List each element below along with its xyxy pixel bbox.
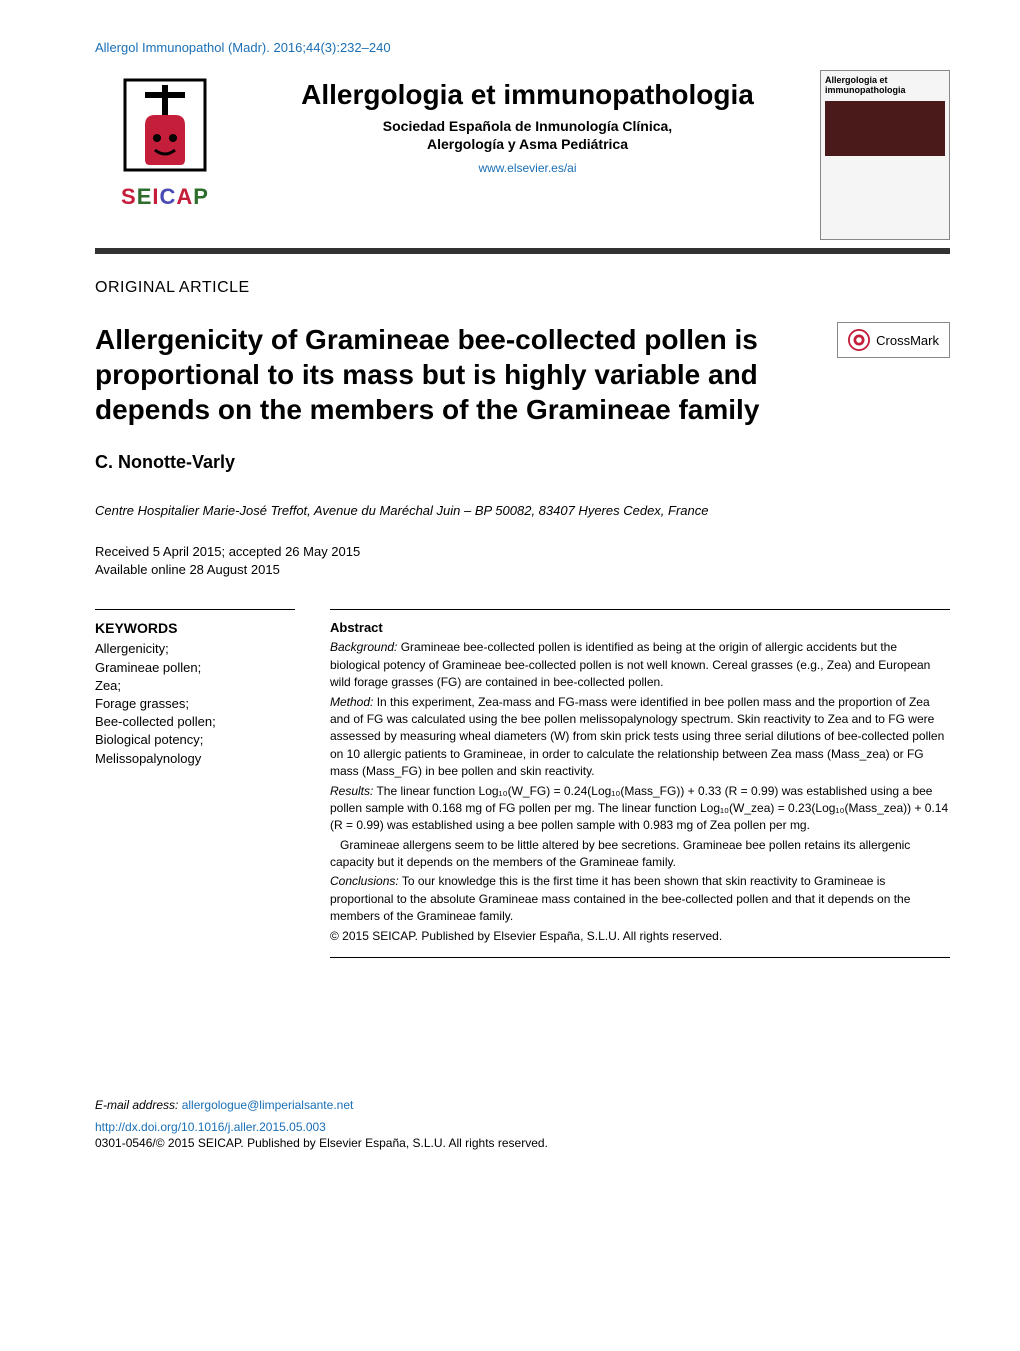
email-link[interactable]: allergologue@limperialsante.net <box>182 1098 354 1112</box>
author-name: C. Nonotte-Varly <box>95 452 950 473</box>
page-footer: E-mail address: allergologue@limperialsa… <box>95 1098 950 1150</box>
abstract-text: Background: Gramineae bee-collected poll… <box>330 639 950 945</box>
abstract-top-rule <box>330 609 950 610</box>
background-label: Background: <box>330 640 397 654</box>
background-text: Gramineae bee-collected pollen is identi… <box>330 640 930 689</box>
seicap-logo-icon <box>115 70 215 180</box>
keywords-heading: KEYWORDS <box>95 609 295 636</box>
results-text-1: The linear function Log₁₀(W_FG) = 0.24(L… <box>330 784 948 833</box>
conclusions-text: To our knowledge this is the first time … <box>330 874 910 923</box>
seicap-logo-text: SEICAP <box>121 184 209 210</box>
citation-header: Allergol Immunopathol (Madr). 2016;44(3)… <box>95 40 950 55</box>
results-label: Results: <box>330 784 373 798</box>
abstract-bottom-rule <box>330 957 950 958</box>
article-type: ORIGINAL ARTICLE <box>95 279 950 297</box>
journal-title: Allergologia et immunopathologia <box>255 80 800 111</box>
crossmark-icon <box>848 329 870 351</box>
email-label: E-mail address: <box>95 1098 178 1112</box>
journal-header: SEICAP Allergologia et immunopathologia … <box>95 70 950 240</box>
crossmark-badge[interactable]: CrossMark <box>837 322 950 358</box>
doi-link[interactable]: http://dx.doi.org/10.1016/j.aller.2015.0… <box>95 1120 950 1134</box>
conclusions-label: Conclusions: <box>330 874 399 888</box>
footer-copyright: 0301-0546/© 2015 SEICAP. Published by El… <box>95 1136 950 1150</box>
crossmark-label: CrossMark <box>876 333 939 348</box>
journal-subtitle: Sociedad Española de Inmunología Clínica… <box>255 117 800 153</box>
method-text: In this experiment, Zea-mass and FG-mass… <box>330 695 944 779</box>
journal-url-link[interactable]: www.elsevier.es/ai <box>255 161 800 175</box>
received-date: Received 5 April 2015; accepted 26 May 2… <box>95 543 950 561</box>
journal-cover-thumbnail: Allergologia et immunopathologia <box>820 70 950 240</box>
logo-container: SEICAP <box>95 70 235 210</box>
article-dates: Received 5 April 2015; accepted 26 May 2… <box>95 543 950 579</box>
article-title: Allergenicity of Gramineae bee-collected… <box>95 322 807 427</box>
header-divider <box>95 248 950 254</box>
cover-thumb-title: Allergologia et immunopathologia <box>825 75 945 95</box>
abstract-copyright: © 2015 SEICAP. Published by Elsevier Esp… <box>330 928 950 945</box>
method-label: Method: <box>330 695 373 709</box>
cover-thumb-bar <box>825 101 945 156</box>
keywords-list: Allergenicity; Gramineae pollen; Zea; Fo… <box>95 640 295 767</box>
email-line: E-mail address: allergologue@limperialsa… <box>95 1098 950 1112</box>
abstract-block: Abstract Background: Gramineae bee-colle… <box>330 609 950 958</box>
abstract-heading: Abstract <box>330 620 950 635</box>
author-affiliation: Centre Hospitalier Marie-José Treffot, A… <box>95 503 950 518</box>
title-row: Allergenicity of Gramineae bee-collected… <box>95 322 950 427</box>
abstract-container: KEYWORDS Allergenicity; Gramineae pollen… <box>95 609 950 958</box>
available-date: Available online 28 August 2015 <box>95 561 950 579</box>
results-text-2: Gramineae allergens seem to be little al… <box>330 837 950 872</box>
journal-title-block: Allergologia et immunopathologia Socieda… <box>255 70 800 175</box>
keywords-block: KEYWORDS Allergenicity; Gramineae pollen… <box>95 609 295 958</box>
